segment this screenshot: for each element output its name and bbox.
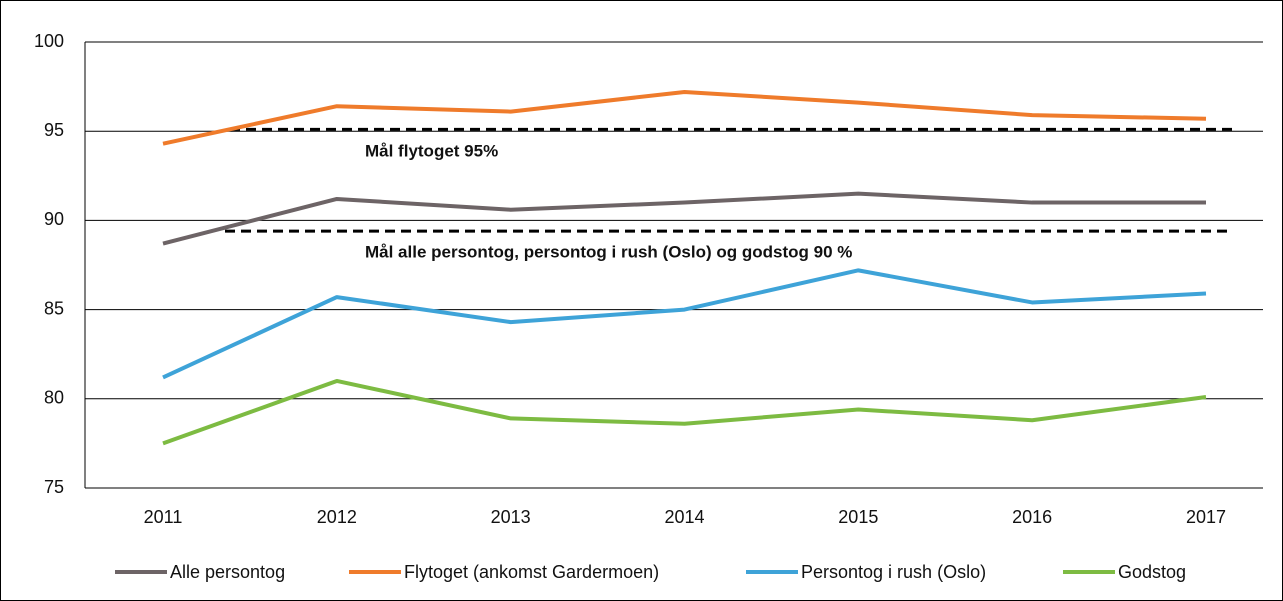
y-tick-label: 90 [44,209,64,229]
y-tick-label: 75 [44,477,64,497]
legend-label: Flytoget (ankomst Gardermoen) [404,562,659,582]
legend-label: Godstog [1118,562,1186,582]
legend-label: Persontog i rush (Oslo) [801,562,986,582]
y-tick-label: 100 [34,31,64,51]
y-tick-label: 85 [44,298,64,318]
line-series [162,378,1207,446]
legend-label: Alle persontog [170,562,285,582]
y-tick-label: 95 [44,120,64,140]
x-tick-label: 2011 [144,507,183,527]
line-series [162,191,1206,246]
line-series [162,89,1207,146]
line-series [162,268,1207,380]
x-tick-label: 2015 [838,507,878,527]
annotation: Mål alle persontog, persontog i rush (Os… [365,242,852,261]
x-tick-label: 2017 [1186,507,1226,527]
annotation: Mål flytoget 95% [365,141,498,160]
x-tick-label: 2013 [491,507,531,527]
x-tick-label: 2014 [664,507,704,527]
x-tick-label: 2012 [317,507,357,527]
y-tick-label: 80 [44,388,64,408]
x-tick-label: 2016 [1012,507,1052,527]
